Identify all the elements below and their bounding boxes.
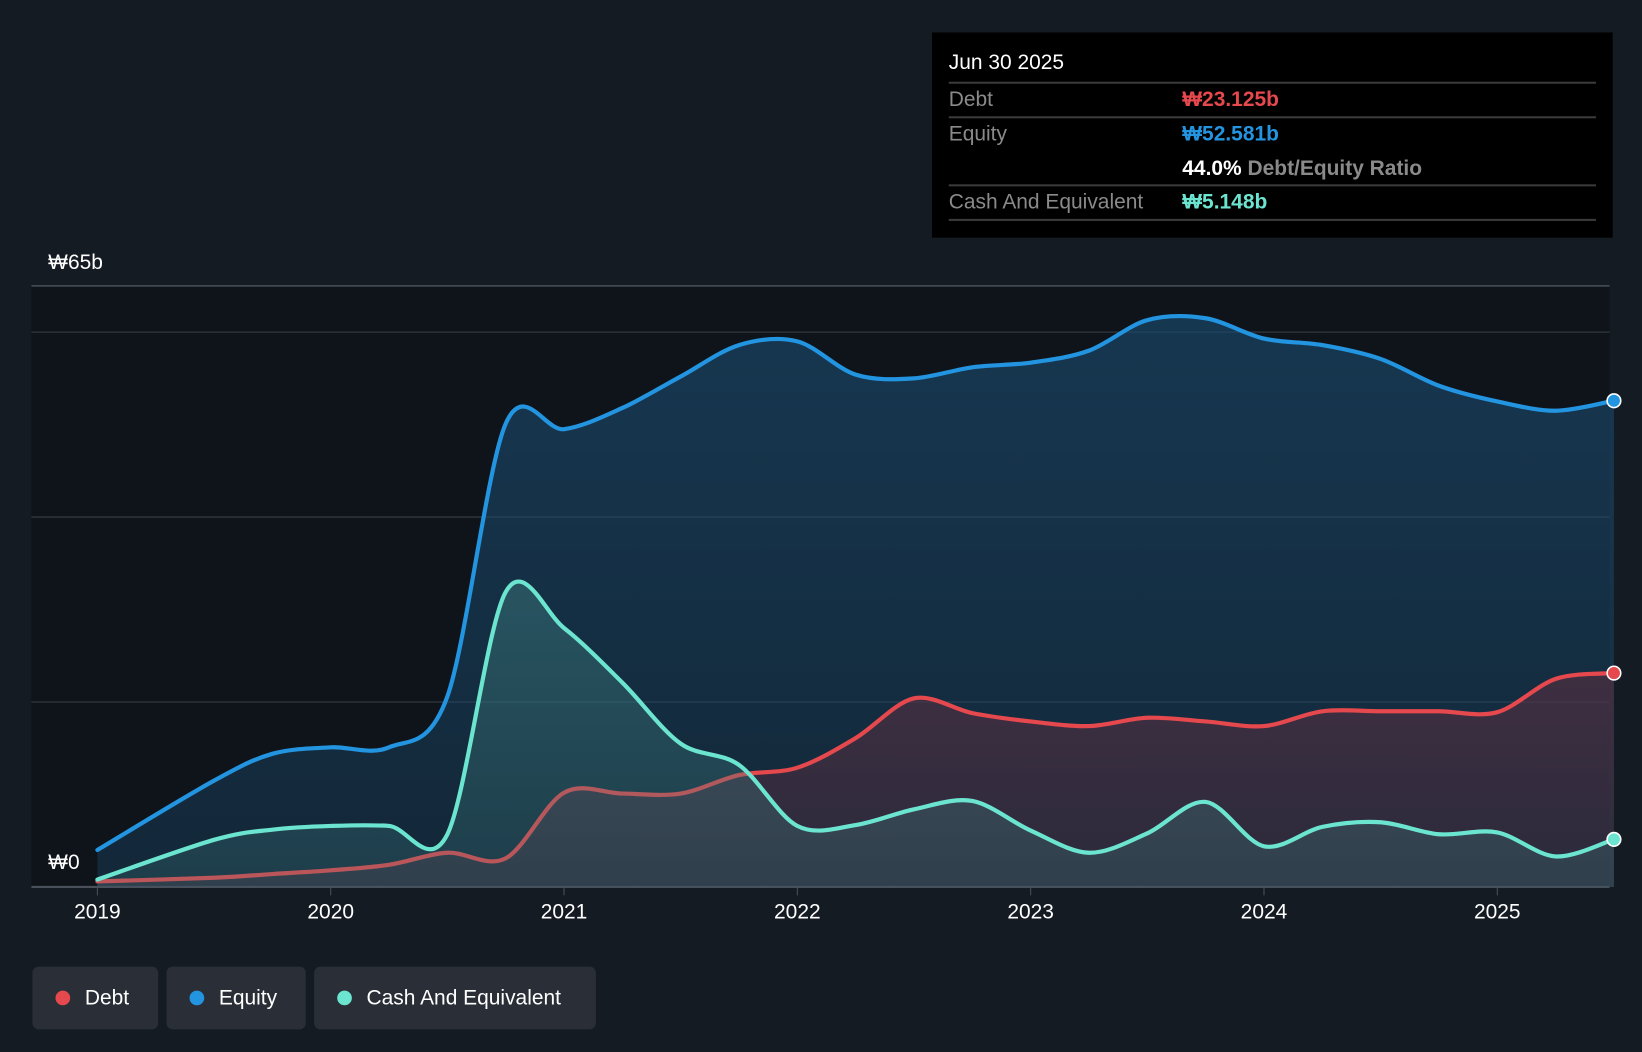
tooltip-date: Jun 30 2025 <box>948 51 1065 75</box>
legend-label: Equity <box>218 985 278 1009</box>
legend-item-debt[interactable]: Debt <box>32 966 159 1030</box>
equity-end-marker <box>1606 393 1622 409</box>
cash-dot-icon <box>337 990 352 1006</box>
legend-item-cash[interactable]: Cash And Equivalent <box>314 966 596 1030</box>
debt-dot-icon <box>55 990 71 1006</box>
legend-label: Debt <box>84 985 130 1009</box>
equity-dot-icon <box>189 990 205 1006</box>
equity-line <box>95 314 1617 853</box>
tooltip-row-cash: Cash And Equivalent ₩5.148b <box>948 184 1596 221</box>
tooltip-ratio: 44.0% Debt/Equity Ratio <box>1182 157 1422 181</box>
x-tick-label: 2020 <box>307 900 355 924</box>
x-tick-label: 2023 <box>1007 900 1054 924</box>
tooltip-row-debt: Debt ₩23.125b <box>948 81 1596 117</box>
x-tick-label: 2021 <box>540 900 588 924</box>
tooltip-equity-value: ₩52.581b <box>1182 122 1279 146</box>
cash-and-equivalent-end-marker <box>1606 831 1622 847</box>
tooltip-debt-label: Debt <box>948 87 994 112</box>
x-tick-label: 2025 <box>1473 900 1521 924</box>
y-tick-label-zero: ₩0 <box>48 851 80 875</box>
x-tick-label: 2024 <box>1240 900 1288 924</box>
x-tick-label: 2022 <box>774 900 821 924</box>
tooltip-row-equity: Equity ₩52.581b 44.0% Debt/Equity Ratio <box>948 116 1596 185</box>
legend-label: Cash And Equivalent <box>366 985 561 1009</box>
tooltip-equity-label: Equity <box>948 122 1007 146</box>
tooltip-cash-label: Cash And Equivalent <box>948 190 1144 214</box>
cash-and-equivalent-area <box>97 581 1614 887</box>
legend-item-equity[interactable]: Equity <box>166 966 306 1030</box>
tooltip: Jun 30 2025 Debt ₩23.125b Equity ₩52.581… <box>932 32 1613 238</box>
tooltip-ratio-value: 44.0% <box>1182 157 1242 181</box>
cash-and-equivalent-line <box>95 579 1617 882</box>
x-tick-label: 2019 <box>74 900 121 924</box>
tooltip-ratio-label: Debt/Equity Ratio <box>1247 157 1423 181</box>
debt-end-marker <box>1606 665 1622 681</box>
tooltip-debt-value: ₩23.125b <box>1182 87 1279 112</box>
y-tick-label-max: ₩65b <box>48 251 103 275</box>
tooltip-cash-value: ₩5.148b <box>1182 190 1268 214</box>
